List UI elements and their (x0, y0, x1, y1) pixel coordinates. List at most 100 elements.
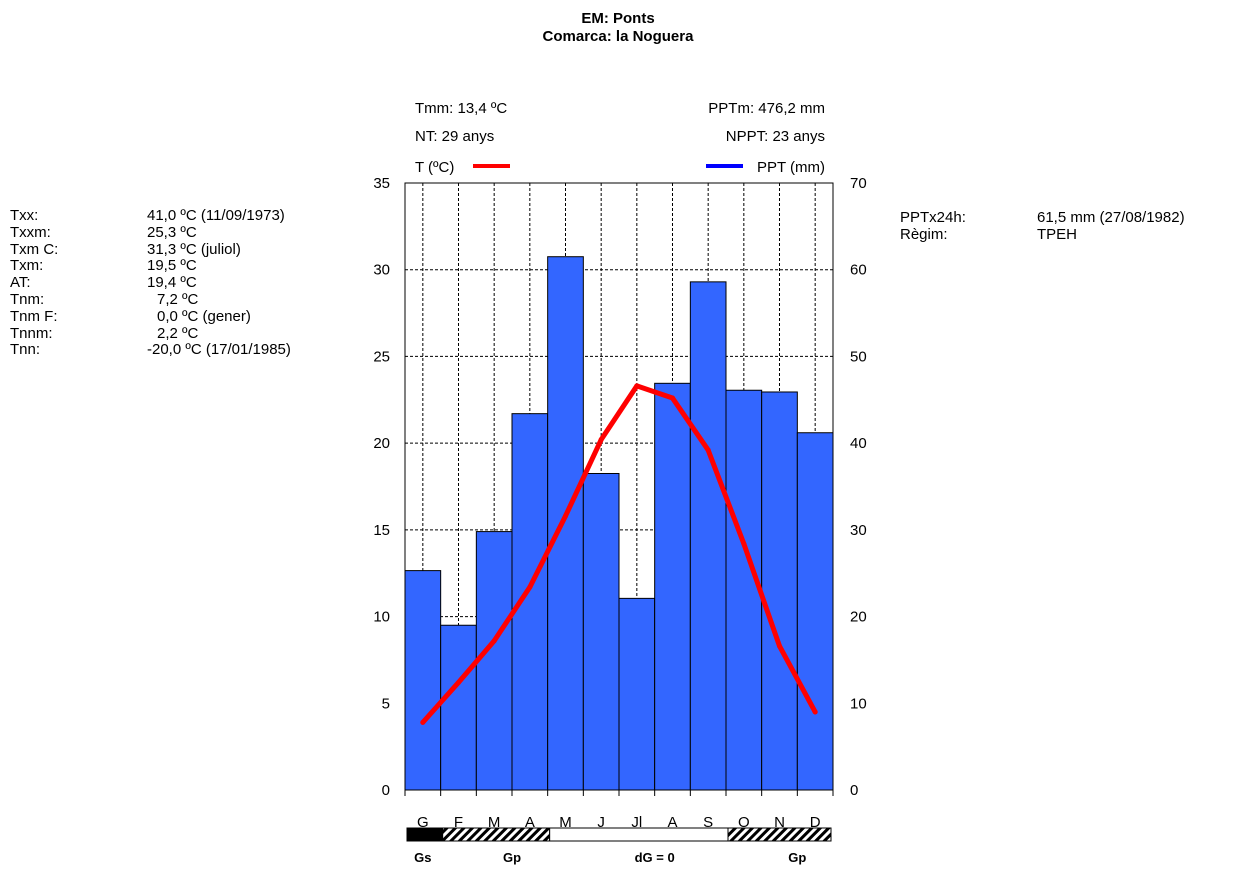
frost-strip-segment (442, 827, 551, 842)
stat-label: Tnm: (10, 290, 45, 308)
ppt-bar (689, 281, 727, 791)
stat-row: Tnn: -20,0 ºC (17/01/1985) (10, 341, 291, 359)
temp-point (563, 513, 568, 519)
stat-value: 19,5 ºC (147, 257, 197, 275)
x-tick-label: O (738, 814, 750, 831)
nt-text: NT: 29 anys (415, 128, 495, 145)
y-right-tick-label: 10 (850, 695, 867, 712)
x-tick-label: M (559, 814, 572, 831)
stat-row: Txx: 41,0 ºC (11/09/1973) (10, 207, 285, 225)
stat-label: Txx: (10, 207, 39, 224)
temp-point (705, 447, 711, 453)
left-stats-panel: Txx: 41,0 ºC (11/09/1973) Txxm: 25,3 ºC Txm … (10, 207, 291, 359)
stat-value: 41,0 ºC (11/09/1973) (147, 207, 285, 224)
stat-label: PPTx24h: (900, 209, 966, 226)
y-right-tick-label: 60 (850, 262, 867, 279)
chart-title: EM: Ponts (581, 10, 655, 27)
x-tick-label: S (703, 814, 713, 831)
y-right-tick-label: 50 (850, 348, 867, 365)
y-right-tick-label: 0 (850, 782, 858, 799)
stat-row: Txxm: 25,3 ºC (10, 223, 197, 242)
stat-row: AT: 19,4 ºC (10, 274, 197, 292)
stat-value: 61,5 mm (27/08/1982) (1037, 209, 1185, 226)
frost-label: Gp (788, 850, 806, 865)
frost-label: Gs (414, 850, 431, 865)
temp-point (812, 709, 818, 715)
stat-label: Txm: (10, 257, 44, 275)
stat-row: Tnm: 7,2 ºC (10, 290, 198, 309)
legend-temp-label: T (ºC) (415, 159, 454, 176)
ppt-bar (618, 597, 656, 791)
frost-strip-segment (406, 827, 444, 842)
stat-value: -20,0 ºC (17/01/1985) (147, 341, 291, 359)
stat-value: 31,3 ºC (juliol) (147, 240, 241, 258)
stat-label: Règim: (900, 225, 948, 243)
stat-label: Tnn: (10, 341, 41, 359)
y-right-tick-label: 30 (850, 522, 867, 539)
x-tick-label: D (810, 814, 821, 831)
temp-point (741, 541, 747, 547)
frost-strip-segment (727, 827, 832, 842)
stat-row: Txm C: 31,3 ºC (juliol) (10, 240, 241, 259)
x-tick-label: F (454, 814, 463, 831)
ppt-bar (582, 472, 620, 791)
stat-row: Tnm F: 0,0 ºC (gener) (10, 307, 251, 326)
stat-value: 0,0 ºC (gener) (157, 307, 251, 325)
x-tick-label: Jl (631, 814, 642, 831)
x-tick-label: G (417, 814, 429, 831)
stat-row: PPTx24h: 61,5 mm (27/08/1982) (900, 209, 1185, 227)
legend-ppt-label: PPT (mm) (757, 159, 825, 176)
stat-value: 7,2 ºC (157, 290, 199, 308)
ppt-bar (654, 382, 691, 791)
temp-point (670, 395, 675, 401)
y-right-tick-label: 40 (850, 435, 867, 452)
tmm-text: Tmm: 13,4 ºC (415, 100, 508, 117)
temp-point (420, 719, 426, 725)
stat-row: Règim: TPEH (900, 225, 1077, 244)
nppt-text: NPPT: 23 anys (725, 128, 825, 145)
x-tick-label: N (774, 814, 785, 831)
y-right-tick-label: 70 (850, 175, 867, 192)
temp-point (634, 383, 640, 389)
stat-value: 19,4 ºC (147, 274, 197, 292)
temp-point (598, 437, 604, 443)
temp-point (527, 584, 533, 590)
temp-point (491, 638, 497, 644)
x-tick-label: M (488, 814, 501, 831)
frost-label: Gp (503, 850, 521, 865)
y-left-tick-label: 25 (373, 348, 390, 365)
y-left-tick-label: 5 (382, 695, 390, 712)
ppt-bar (547, 256, 584, 791)
stat-value: 2,2 ºC (157, 324, 199, 342)
ppt-bar (796, 432, 834, 791)
chart-subtitle: Comarca: la Noguera (542, 28, 694, 45)
x-tick-label: J (597, 814, 605, 831)
stat-label: Tnm F: (10, 307, 58, 325)
ppt-bar (404, 570, 442, 791)
y-left-tick-label: 0 (382, 782, 390, 799)
temp-line (420, 383, 818, 725)
y-left-tick-label: 30 (373, 262, 390, 279)
y-left-tick-label: 15 (373, 522, 390, 539)
x-tick-label: A (525, 814, 535, 831)
ppt-bar (725, 389, 763, 791)
ppt-bar (761, 391, 798, 791)
ppt-bar (440, 624, 477, 791)
stat-row: Tnnm: 2,2 ºC (10, 325, 198, 343)
stat-label: Txxm: (10, 223, 51, 241)
x-tick-label: A (667, 814, 677, 831)
stat-label: Txm C: (10, 240, 59, 258)
y-left-tick-label: 10 (373, 609, 390, 626)
frost-strip-segment (549, 827, 729, 842)
stat-label: AT: (10, 274, 31, 292)
ppt-bar (475, 531, 513, 791)
y-left-tick-label: 20 (373, 435, 390, 452)
y-right-tick-label: 20 (850, 609, 867, 626)
stat-value: 25,3 ºC (147, 223, 197, 241)
pptm-text: PPTm: 476,2 mm (708, 100, 825, 117)
temp-point (456, 679, 461, 685)
y-left-tick-label: 35 (373, 175, 390, 192)
frost-label: dG = 0 (635, 850, 675, 865)
temp-point (777, 643, 782, 649)
